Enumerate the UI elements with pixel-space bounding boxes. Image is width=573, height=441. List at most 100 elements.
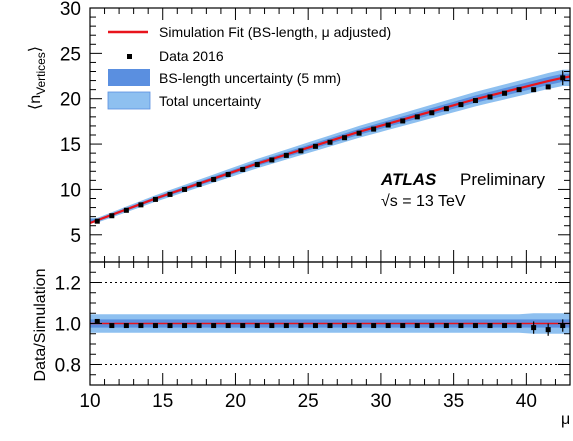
legend-entry-data: Data 2016 <box>127 48 224 64</box>
legend-entry-fit: Simulation Fit (BS-length, μ adjusted) <box>108 24 391 40</box>
ratio-point <box>196 323 202 329</box>
data-point <box>225 171 231 177</box>
ratio-points <box>94 318 566 336</box>
data-point <box>94 218 100 224</box>
ratio-point <box>152 323 158 329</box>
ratio-y-tick-label: 1.0 <box>55 315 81 336</box>
data-point <box>167 191 173 197</box>
ratio-point <box>487 323 493 329</box>
ratio-point <box>269 323 275 329</box>
main-axis-ticks <box>89 7 571 263</box>
legend-data-label: Data 2016 <box>159 48 224 64</box>
main-y-tick-label: 25 <box>60 44 81 65</box>
ratio-point <box>356 323 362 329</box>
x-tick-label: 15 <box>152 391 173 412</box>
ratio-point <box>298 323 304 329</box>
data-point <box>152 196 158 202</box>
data-2016-points <box>94 70 566 224</box>
ratio-y-axis-label: Data/Simulation <box>32 269 49 382</box>
main-y-tick-labels: 5 10 15 20 25 30 <box>60 0 81 247</box>
x-tick-label: 20 <box>225 391 246 412</box>
legend: Simulation Fit (BS-length, μ adjusted) D… <box>107 24 391 110</box>
ratio-point <box>123 323 129 329</box>
data-point <box>269 157 275 163</box>
data-point <box>109 213 115 219</box>
data-point <box>312 143 318 149</box>
data-point <box>196 181 202 187</box>
x-axis-label: μ <box>561 411 570 428</box>
data-point <box>516 87 522 93</box>
ratio-point <box>109 323 115 329</box>
ratio-panel: 0.8 1.0 1.2 <box>55 261 571 386</box>
main-panel: 5 10 15 20 25 30 <box>60 0 571 263</box>
legend-total-swatch <box>107 91 151 110</box>
ratio-point <box>138 323 144 329</box>
data-point <box>327 139 333 145</box>
data-point <box>487 94 493 100</box>
ratio-point <box>400 323 406 329</box>
atlas-experiment-label: ATLAS <box>380 170 437 189</box>
legend-bs-swatch <box>108 69 150 86</box>
legend-data-swatch <box>127 54 132 59</box>
ratio-point <box>414 323 420 329</box>
ratio-point <box>240 323 246 329</box>
data-point <box>240 166 246 172</box>
ratio-point <box>429 323 435 329</box>
main-y-axis-label: ⟨nVertices⟩ <box>27 46 48 110</box>
data-point <box>356 130 362 136</box>
ratio-point <box>167 323 173 329</box>
ratio-plot-frame <box>89 261 571 386</box>
x-tick-labels: 10 15 20 25 30 35 40 <box>79 391 537 412</box>
atlas-status-label: Preliminary <box>460 170 546 189</box>
data-point <box>443 106 449 112</box>
legend-entry-bs: BS-length uncertainty (5 mm) <box>108 69 341 86</box>
data-point <box>385 122 391 128</box>
ratio-y-tick-label: 1.2 <box>55 274 81 295</box>
data-point <box>283 152 289 158</box>
data-point <box>472 98 478 104</box>
data-point <box>342 135 348 141</box>
ratio-point <box>385 323 391 329</box>
ratio-point <box>225 323 231 329</box>
ratio-point <box>94 318 100 324</box>
legend-bs-label: BS-length uncertainty (5 mm) <box>159 70 341 86</box>
legend-fit-label: Simulation Fit (BS-length, μ adjusted) <box>159 24 391 40</box>
main-y-tick-label: 10 <box>60 180 81 201</box>
x-tick-label: 35 <box>443 391 464 412</box>
main-y-tick-label: 15 <box>60 135 81 156</box>
x-tick-label: 30 <box>370 391 391 412</box>
legend-total-label: Total uncertainty <box>159 93 261 109</box>
ratio-point <box>342 323 348 329</box>
x-tick-label: 10 <box>79 391 100 412</box>
data-point <box>371 126 377 132</box>
ratio-y-tick-labels: 0.8 1.0 1.2 <box>55 274 81 377</box>
ratio-point <box>254 323 260 329</box>
main-y-tick-label: 20 <box>60 90 81 111</box>
ratio-point <box>458 323 464 329</box>
data-point <box>545 84 551 90</box>
data-point <box>429 110 435 116</box>
main-y-tick-label: 30 <box>60 0 81 20</box>
legend-entry-total: Total uncertainty <box>107 91 261 110</box>
data-point <box>211 176 217 182</box>
ratio-point <box>327 323 333 329</box>
data-point <box>182 186 188 192</box>
data-point <box>414 114 420 120</box>
data-point <box>254 161 260 167</box>
data-point <box>458 102 464 108</box>
main-y-tick-label: 5 <box>70 226 81 247</box>
ratio-y-tick-label: 0.8 <box>55 356 81 377</box>
ratio-point <box>516 323 522 329</box>
main-plot-frame <box>89 7 571 263</box>
data-point <box>123 207 129 213</box>
ratio-point <box>443 323 449 329</box>
ratio-point <box>502 323 508 329</box>
energy-label: √s = 13 TeV <box>381 193 466 210</box>
data-point <box>138 202 144 208</box>
data-point <box>531 87 537 93</box>
ratio-point <box>371 323 377 329</box>
data-point <box>298 148 304 154</box>
ratio-point <box>283 323 289 329</box>
ratio-point <box>211 323 217 329</box>
